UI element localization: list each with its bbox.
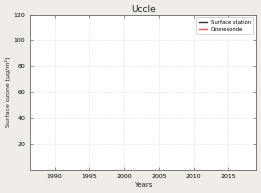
X-axis label: Years: Years [134,182,152,188]
Y-axis label: Surface ozone [μg/m²]: Surface ozone [μg/m²] [5,57,11,127]
Title: Uccle: Uccle [131,5,156,14]
Legend: Surface station, Ozonesonde: Surface station, Ozonesonde [196,17,253,34]
